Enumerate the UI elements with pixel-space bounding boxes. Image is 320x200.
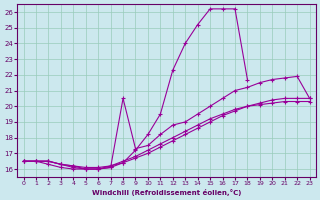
X-axis label: Windchill (Refroidissement éolien,°C): Windchill (Refroidissement éolien,°C) xyxy=(92,189,241,196)
